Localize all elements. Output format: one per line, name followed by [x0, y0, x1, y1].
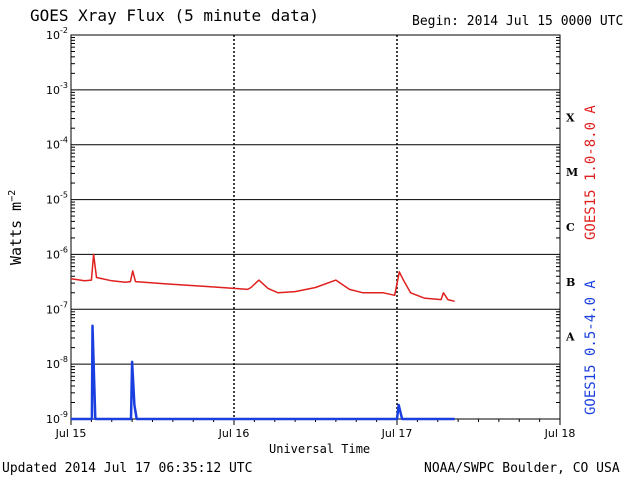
y-tick-label: 10-3: [46, 81, 68, 97]
y-tick-label: 10-2: [46, 26, 68, 42]
series-line-short: [71, 324, 455, 421]
y-tick-label: 10-6: [46, 245, 68, 261]
y-tick-label: 10-7: [46, 300, 68, 316]
x-tick-label: Jul 15: [55, 427, 87, 440]
x-axis-title: Universal Time: [269, 442, 371, 456]
flare-class-label: X: [566, 111, 575, 124]
legend-long-channel: GOES15 1.0-8.0 A: [583, 105, 599, 240]
flare-class-label: B: [566, 276, 575, 289]
x-tick-label: Jul 18: [544, 427, 576, 440]
y-tick-label: 10-9: [46, 410, 68, 426]
plot-frame: [70, 34, 561, 420]
series-line-long: [70, 253, 455, 303]
x-tick-label: Jul 16: [218, 427, 250, 440]
flare-class-label: A: [565, 331, 575, 344]
y-axis-title: Watts m−2: [7, 189, 25, 265]
begin-time-label: Begin: 2014 Jul 15 0000 UTC: [412, 14, 624, 29]
updated-timestamp: Updated 2014 Jul 17 06:35:12 UTC: [2, 461, 253, 476]
flare-class-label: M: [566, 166, 578, 179]
x-tick-label: Jul 17: [381, 427, 413, 440]
y-tick-label: 10-5: [46, 191, 68, 207]
legend-short-channel: GOES15 0.5-4.0 A: [583, 280, 599, 415]
credit-label: NOAA/SWPC Boulder, CO USA: [424, 461, 620, 476]
y-tick-label: 10-8: [46, 355, 68, 371]
chart-title: GOES Xray Flux (5 minute data): [30, 6, 319, 25]
flare-class-label: C: [566, 221, 575, 234]
y-tick-label: 10-4: [46, 136, 68, 152]
